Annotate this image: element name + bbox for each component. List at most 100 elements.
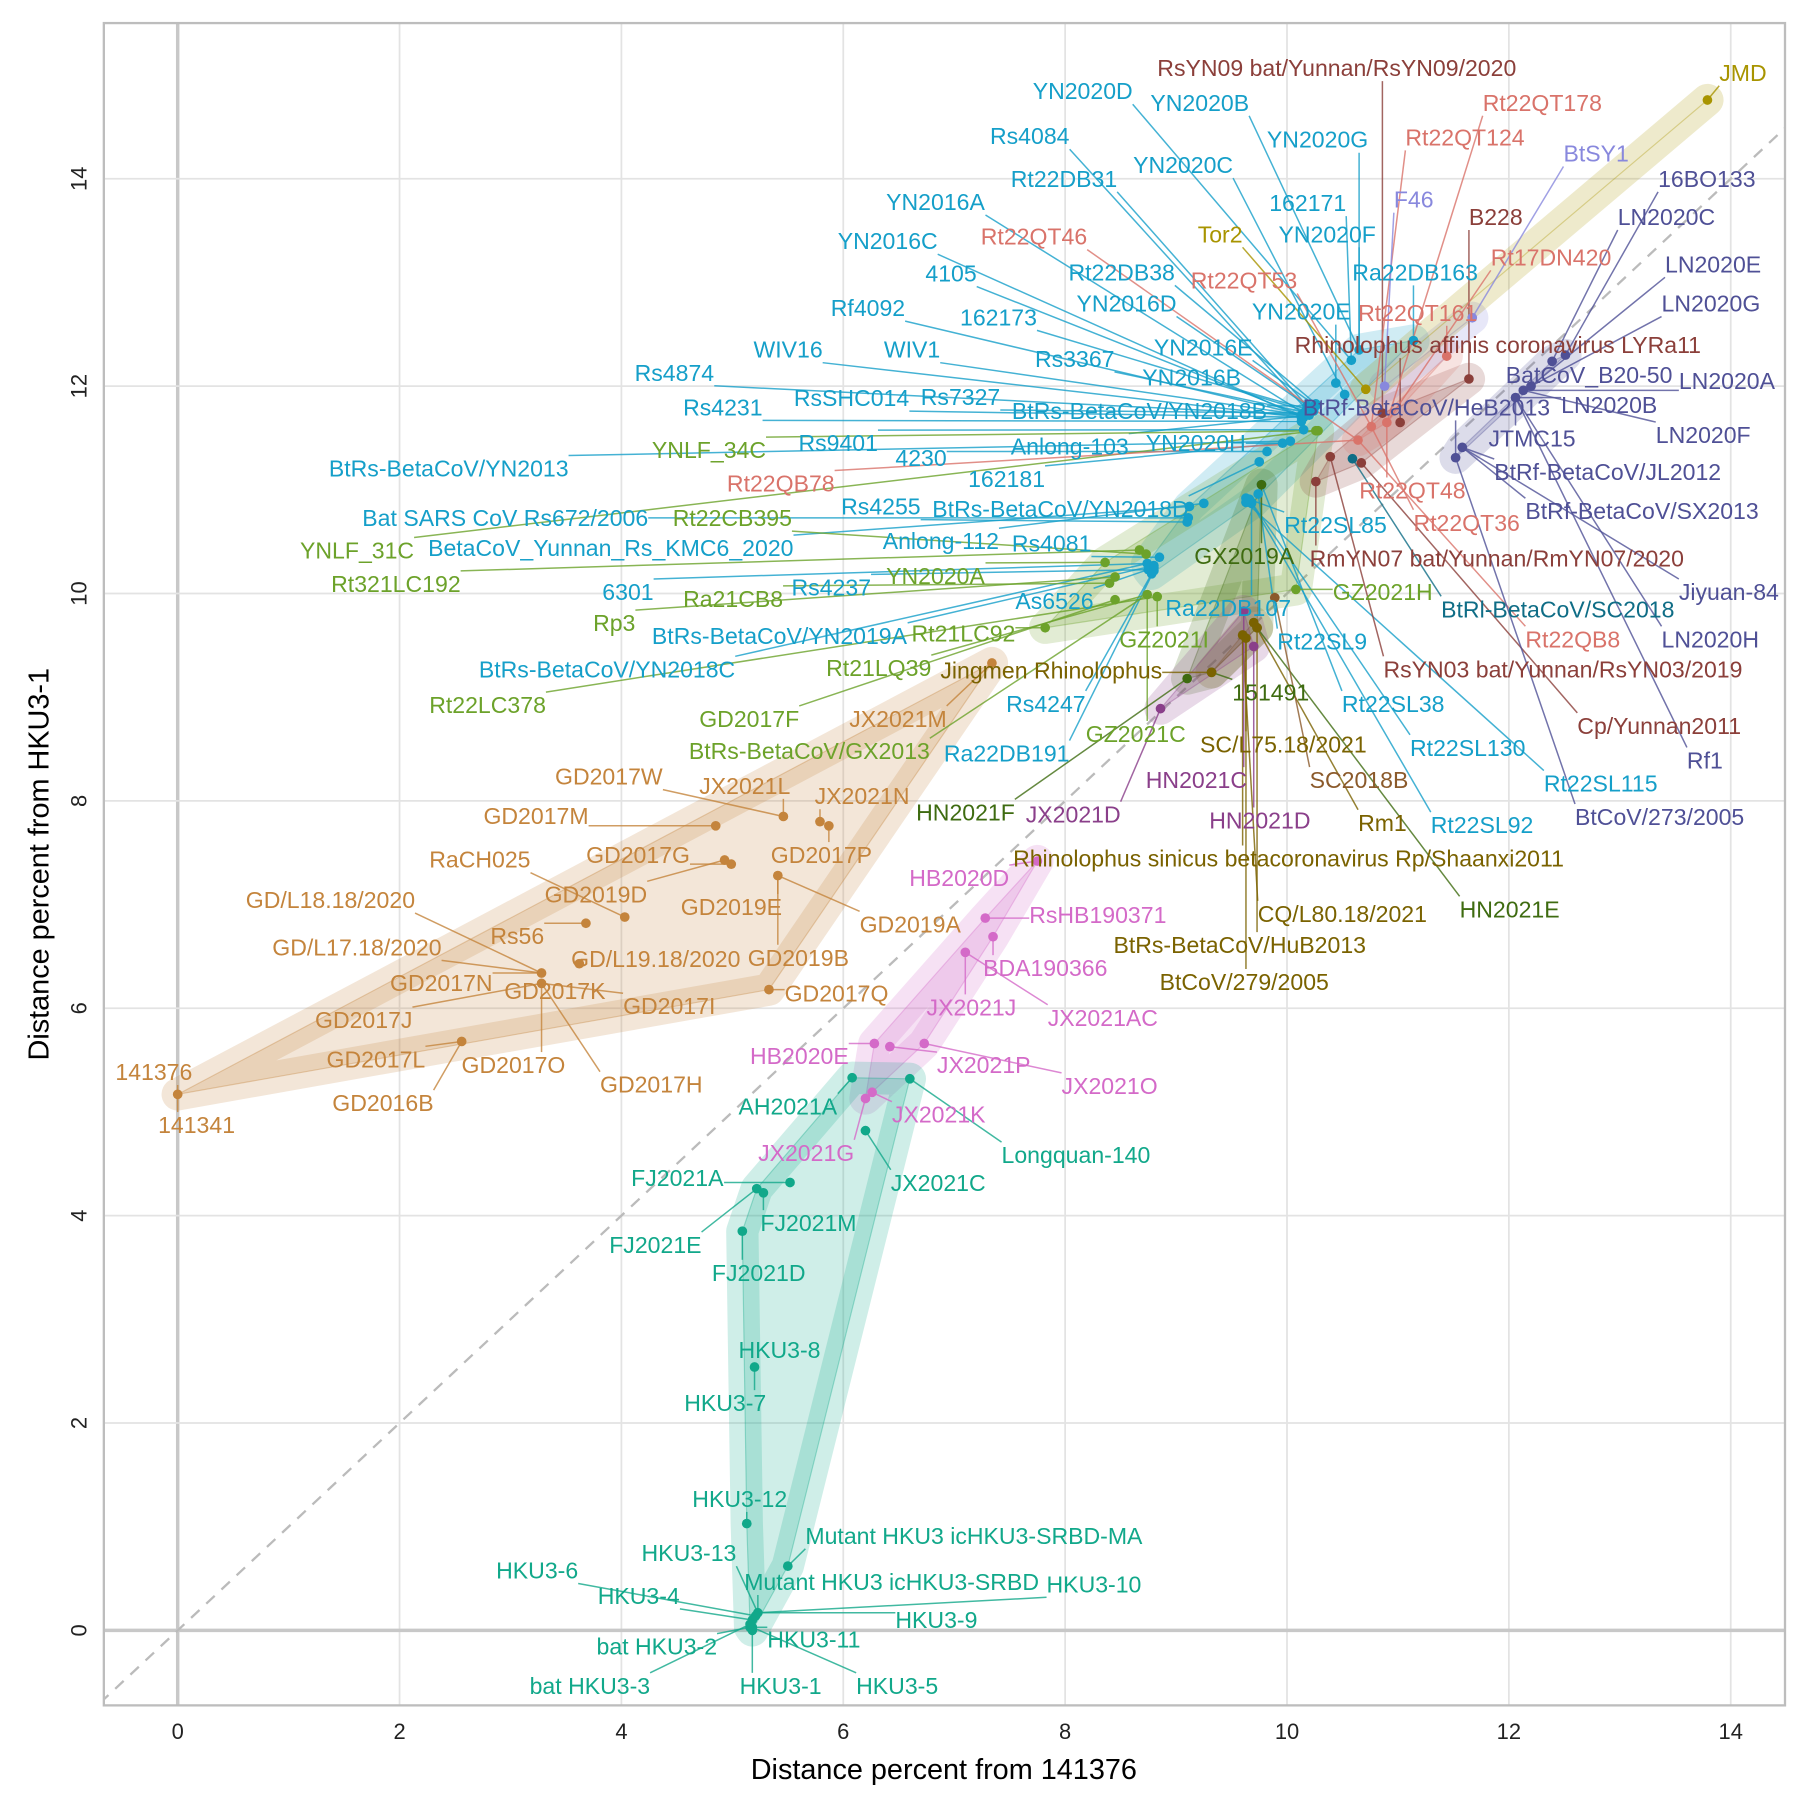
- leader-line: [679, 1608, 753, 1621]
- point-label: GD2017P: [771, 842, 872, 868]
- data-point: [1381, 417, 1392, 428]
- point-label: GD2017O: [462, 1052, 566, 1078]
- point-label: Rt22QT36: [1413, 510, 1519, 536]
- leader-line: [964, 951, 1049, 1006]
- leader-line: [425, 1040, 462, 1048]
- leader-line: [1564, 191, 1659, 356]
- point-label: HN2021E: [1460, 896, 1560, 922]
- point-label: Jingmen Rhinolophus: [940, 657, 1162, 683]
- y-tick-label: 14: [67, 167, 92, 191]
- data-point: [1291, 584, 1301, 595]
- data-point: [1104, 578, 1115, 589]
- y-tick-label: 4: [67, 1210, 92, 1222]
- gridlines: [103, 23, 1785, 1706]
- point-label: Rt22QT178: [1483, 90, 1602, 116]
- data-point: [1457, 442, 1468, 453]
- point-label: Rm1: [1358, 810, 1407, 836]
- data-point: [1353, 435, 1363, 445]
- data-point: [1149, 560, 1159, 571]
- y-tick-label: 0: [67, 1624, 92, 1636]
- data-point: [1110, 594, 1120, 605]
- leader-line: [1188, 461, 1260, 497]
- point-label: GD/L18.18/2020: [246, 887, 415, 913]
- data-point: [1285, 436, 1296, 446]
- leader-line: [1551, 229, 1619, 362]
- point-label: BtRs-BetaCoV/YN2018D: [932, 496, 1188, 522]
- data-point: [1155, 703, 1166, 714]
- leader-line: [777, 874, 860, 912]
- data-point: [456, 1036, 467, 1047]
- point-label: GD2017L: [327, 1046, 426, 1072]
- data-point: [172, 1089, 183, 1100]
- point-label: Rt22QT124: [1405, 124, 1524, 150]
- leader-line: [716, 1626, 751, 1635]
- leader-line: [1241, 634, 1259, 901]
- x-tick-label: 12: [1497, 1719, 1521, 1744]
- leader-line: [1461, 446, 1526, 499]
- point-label: GZ2021C: [1086, 721, 1186, 747]
- point-label: Mutant HKU3 icHKU3-SRBD-MA: [805, 1523, 1143, 1549]
- point-label: YN2020B: [1150, 90, 1249, 116]
- point-label: YN2016E: [1154, 334, 1253, 360]
- leader-line: [1253, 622, 1359, 811]
- point-label: Longquan-140: [1002, 1142, 1151, 1168]
- data-point: [824, 820, 834, 831]
- point-label: BtRf-BetaCoV/HeB2013: [1303, 394, 1550, 420]
- leader-line: [798, 599, 1116, 707]
- point-label: GD2017W: [555, 764, 663, 790]
- leader-line: [1383, 212, 1395, 387]
- y-tick-label: 6: [67, 1002, 92, 1014]
- y-tick-label: 12: [67, 374, 92, 398]
- leader-line: [1252, 359, 1317, 407]
- leader-line: [783, 582, 1110, 587]
- point-label: RaCH025: [429, 847, 530, 873]
- point-label: BtRs-BetaCoV/YN2019A: [652, 623, 908, 649]
- point-label: Rhinolophus sinicus betacoronavirus Rp/S…: [1013, 846, 1564, 872]
- label-leader-lines: [176, 81, 1720, 1674]
- data-point: [1040, 622, 1051, 633]
- point-label: 4230: [895, 445, 946, 471]
- point-label: Rt22QB8: [1525, 626, 1620, 652]
- point-label: B228: [1469, 204, 1523, 230]
- leader-line: [871, 568, 1149, 576]
- point-label: BetaCoV_Yunnan_Rs_KMC6_2020: [428, 535, 793, 561]
- point-label: GX2019A: [1194, 543, 1295, 569]
- data-point: [988, 931, 998, 942]
- point-label: HKU3-7: [684, 1390, 766, 1416]
- leader-line: [460, 549, 1140, 572]
- data-point: [1154, 552, 1165, 563]
- leader-line: [1085, 573, 1153, 692]
- data-point: [710, 820, 721, 831]
- leader-line: [909, 1078, 1002, 1143]
- data-point: [782, 1561, 793, 1571]
- point-label: GD2019E: [681, 894, 782, 920]
- point-label: JX2021G: [758, 1140, 854, 1166]
- point-label: RsYN03 bat/Yunnan/RsYN03/2019: [1383, 656, 1742, 682]
- point-label: YN2016A: [886, 189, 985, 215]
- data-point: [1356, 458, 1367, 468]
- point-label: RsYN09 bat/Yunnan/RsYN09/2020: [1157, 55, 1516, 81]
- data-point: [847, 1072, 857, 1083]
- point-label: HKU3-9: [895, 1607, 977, 1633]
- data-point: [1325, 451, 1336, 462]
- point-label: GD2016B: [332, 1090, 433, 1116]
- leader-line: [762, 419, 1302, 423]
- point-label: HN2021F: [916, 799, 1015, 825]
- x-tick-label: 0: [172, 1719, 184, 1744]
- leader-line: [662, 788, 784, 818]
- point-label: Rs4247: [1006, 691, 1086, 717]
- point-label: HN2021C: [1146, 767, 1247, 793]
- point-label: HKU3-13: [642, 1540, 737, 1566]
- data-point: [1310, 425, 1321, 436]
- point-label: Cp/Yunnan2011: [1577, 713, 1741, 739]
- x-tick-label: 4: [615, 1719, 627, 1744]
- leader-line: [766, 430, 1319, 438]
- cluster-hull-pu: [1144, 595, 1270, 725]
- point-label: JX2021K: [892, 1102, 986, 1128]
- point-label: GD2017Q: [785, 981, 889, 1007]
- point-label: CQ/L80.18/2021: [1258, 901, 1427, 927]
- point-label: GD2019A: [860, 911, 962, 937]
- point-label: GD2017G: [586, 842, 690, 868]
- point-label: LN2020F: [1656, 422, 1751, 448]
- point-label: HB2020D: [909, 865, 1009, 891]
